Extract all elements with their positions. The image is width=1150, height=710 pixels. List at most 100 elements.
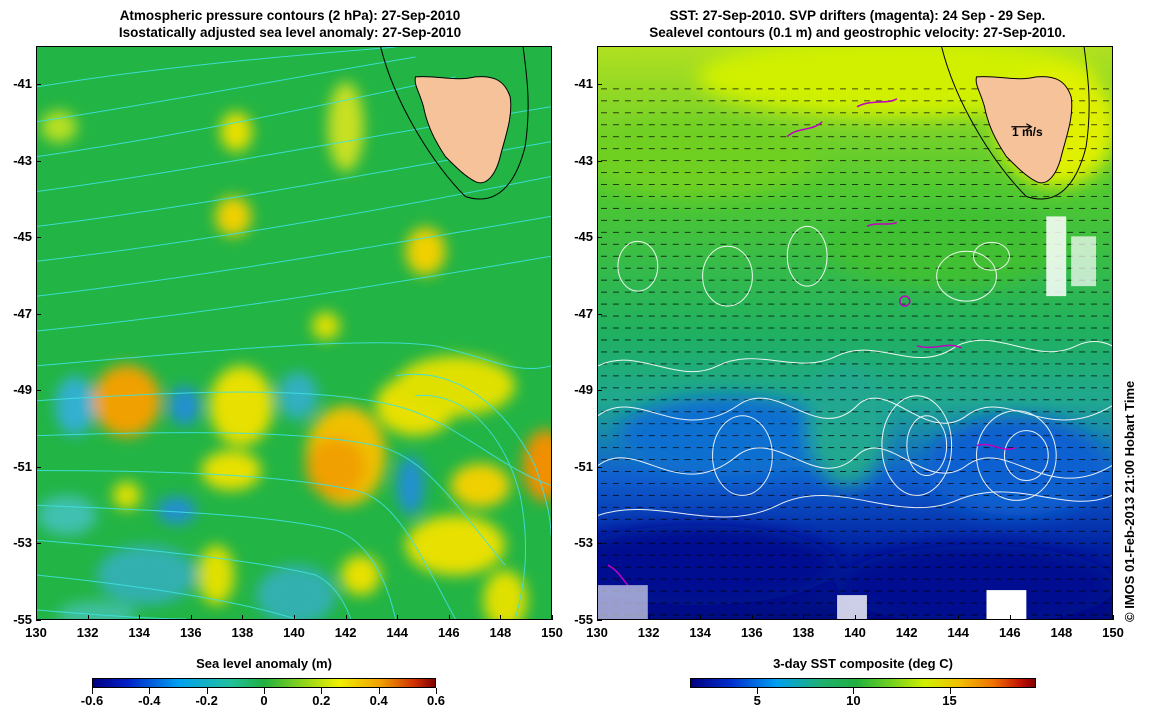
left-ytick-label: -41 — [13, 76, 32, 92]
left-xtick-label: 140 — [283, 625, 305, 640]
sla-colorbar — [92, 678, 436, 688]
geostrophic-velocity-arrows — [598, 86, 1112, 619]
left-ytick-mark — [36, 390, 41, 392]
left-ytick-mark — [36, 237, 41, 239]
sea-level-anomaly-map — [36, 46, 552, 620]
sst-colorbar — [690, 678, 1036, 688]
left-ytick-label: -53 — [13, 535, 32, 551]
left-ytick-label: -51 — [13, 458, 32, 474]
right-xtick-label: 140 — [844, 625, 866, 640]
right-ytick-mark — [597, 313, 602, 315]
sla-colorbar-tick — [378, 688, 380, 694]
right-xtick-mark — [1009, 615, 1011, 620]
velocity-scale-arrow-icon — [1011, 123, 1033, 131]
sst-colorbar-label: 5 — [753, 693, 761, 708]
right-xtick-mark — [648, 615, 650, 620]
sst-colorbar-tick — [949, 688, 951, 694]
right-ytick-label: -53 — [574, 535, 593, 551]
sla-anomaly-blobs — [37, 81, 551, 619]
left-xtick-mark — [397, 615, 399, 620]
left-xtick-label: 132 — [76, 625, 99, 640]
right-title-line2: Sealevel contours (0.1 m) and geostrophi… — [649, 25, 1066, 40]
right-xtick-label: 132 — [637, 625, 660, 640]
right-xtick-label: 130 — [586, 625, 608, 640]
right-xtick-mark — [803, 615, 805, 620]
sst-colorbar-tick — [757, 688, 759, 694]
right-xtick-label: 142 — [895, 625, 918, 640]
left-ytick-label: -43 — [13, 152, 32, 168]
left-xtick-mark — [139, 615, 141, 620]
right-ytick-mark — [597, 543, 602, 545]
right-ytick-label: -49 — [574, 382, 593, 398]
sst-colorbar-tick — [853, 688, 855, 694]
sla-colorbar-label: 0.4 — [369, 693, 388, 708]
left-xtick-mark — [552, 615, 553, 620]
sst-colorbar-title: 3-day SST composite (deg C) — [773, 656, 953, 671]
left-xtick-mark — [345, 615, 347, 620]
velocity-scale-label: 1 m/s — [1012, 125, 1043, 139]
left-ytick-mark — [36, 543, 41, 545]
sla-colorbar-tick — [264, 688, 265, 694]
right-ytick-mark — [597, 84, 602, 86]
right-panel-title: SST: 27-Sep-2010. SVP drifters (magenta)… — [590, 7, 1125, 41]
sla-colorbar-label: -0.6 — [80, 693, 104, 708]
left-xtick-mark — [36, 615, 37, 620]
left-xtick-label: 146 — [437, 625, 460, 640]
right-xtick-label: 148 — [1050, 625, 1073, 640]
right-xtick-label: 144 — [947, 625, 970, 640]
right-ytick-label: -45 — [574, 229, 593, 245]
left-ytick-label: -45 — [13, 229, 32, 245]
right-xtick-mark — [958, 615, 960, 620]
sla-map-svg — [37, 47, 551, 619]
left-xtick-mark — [500, 615, 502, 620]
sla-colorbar-tick — [92, 688, 93, 694]
left-xtick-label: 148 — [489, 625, 512, 640]
sla-colorbar-tick — [149, 688, 151, 694]
left-xtick-mark — [448, 615, 450, 620]
right-ytick-mark — [597, 620, 602, 621]
right-xtick-mark — [906, 615, 908, 620]
left-xtick-label: 144 — [386, 625, 409, 640]
right-ytick-label: -43 — [574, 152, 593, 168]
sla-colorbar-tick — [206, 688, 208, 694]
sla-colorbar-label: -0.2 — [195, 693, 218, 708]
left-title-line2: Isostatically adjusted sea level anomaly… — [118, 25, 462, 40]
shelf-contour — [380, 47, 529, 200]
left-xtick-label: 134 — [128, 625, 151, 640]
right-ytick-mark — [597, 466, 602, 468]
left-ytick-mark — [36, 466, 41, 468]
left-ytick-label: -55 — [13, 612, 32, 627]
left-ytick-label: -49 — [13, 382, 32, 398]
left-xtick-label: 150 — [541, 625, 563, 640]
sla-colorbar-tick — [321, 688, 323, 694]
right-xtick-label: 136 — [740, 625, 763, 640]
sealevel-contours — [598, 225, 1112, 518]
right-title-line1: SST: 27-Sep-2010. SVP drifters (magenta)… — [669, 8, 1046, 23]
right-xtick-label: 150 — [1102, 625, 1124, 640]
sst-colorbar-label: 15 — [942, 693, 957, 708]
left-ytick-mark — [36, 620, 41, 621]
sst-map: 1 m/s — [597, 46, 1113, 620]
right-xtick-label: 138 — [792, 625, 815, 640]
sla-colorbar-label: -0.4 — [138, 693, 161, 708]
right-xtick-label: 134 — [689, 625, 712, 640]
left-title-line1: Atmospheric pressure contours (2 hPa): 2… — [119, 8, 461, 23]
tasmania-landmass-sst — [975, 76, 1073, 184]
left-xtick-label: 138 — [231, 625, 254, 640]
left-xtick-label: 136 — [179, 625, 202, 640]
sla-colorbar-label: 0.2 — [312, 693, 331, 708]
left-ytick-mark — [36, 160, 41, 162]
sla-colorbar-tick — [436, 688, 437, 694]
left-ytick-mark — [36, 313, 41, 315]
right-ytick-label: -51 — [574, 458, 593, 474]
tasmania-landmass — [414, 76, 512, 184]
left-xtick-label: 130 — [25, 625, 47, 640]
left-xtick-mark — [190, 615, 192, 620]
right-ytick-mark — [597, 160, 602, 162]
svp-drifter-tracks — [607, 98, 1017, 586]
left-ytick-label: -47 — [13, 305, 32, 321]
right-xtick-mark — [751, 615, 753, 620]
left-xtick-mark — [294, 615, 295, 620]
right-xtick-mark — [1061, 615, 1063, 620]
left-panel-title: Atmospheric pressure contours (2 hPa): 2… — [30, 7, 550, 41]
